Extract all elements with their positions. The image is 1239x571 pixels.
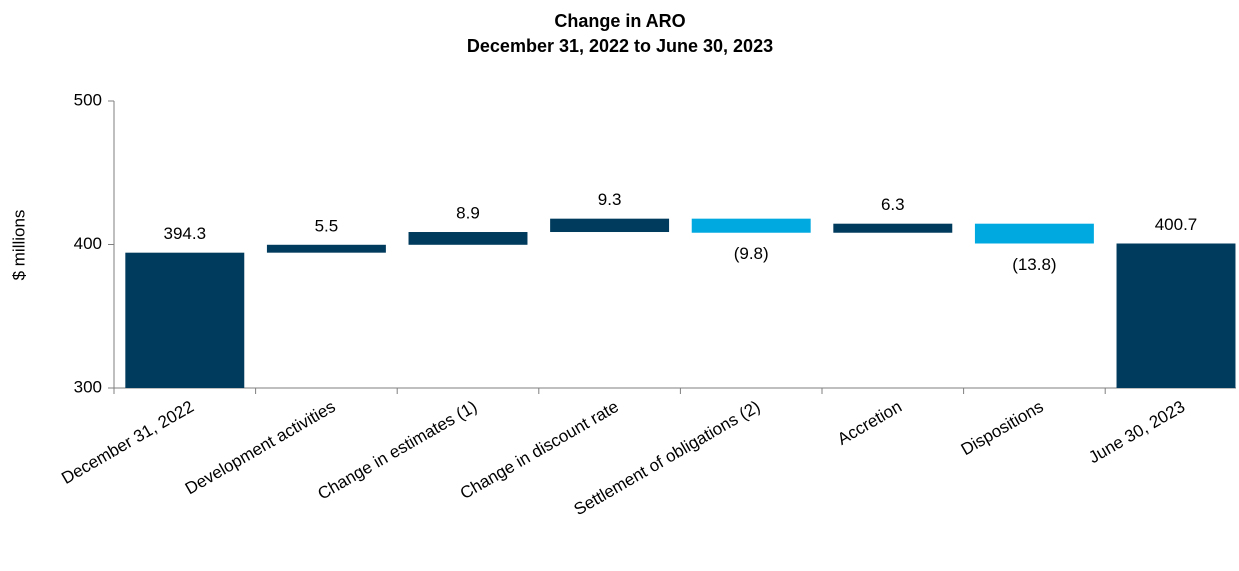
- value-label: 8.9: [456, 203, 480, 222]
- x-tick-label: Development activities: [182, 397, 339, 498]
- value-label: 6.3: [881, 195, 905, 214]
- y-tick-label: 500: [74, 90, 102, 109]
- bar: [125, 252, 245, 388]
- y-tick-label: 300: [74, 377, 102, 396]
- x-tick-label: Dispositions: [958, 397, 1047, 459]
- y-tick-label: 400: [74, 234, 102, 253]
- x-tick-label: Change in estimates (1): [314, 397, 480, 504]
- bar: [1116, 243, 1236, 388]
- bar: [408, 232, 528, 245]
- value-label: (13.8): [1012, 255, 1056, 274]
- value-label: 9.3: [598, 190, 622, 209]
- chart-subtitle: December 31, 2022 to June 30, 2023: [467, 36, 773, 56]
- y-axis-label: $ millions: [9, 210, 28, 281]
- bar: [974, 223, 1094, 244]
- chart-title: Change in ARO: [554, 11, 685, 31]
- bar: [833, 223, 953, 233]
- x-tick-label: Accretion: [834, 397, 905, 449]
- x-tick-label: December 31, 2022: [58, 397, 197, 488]
- bar: [550, 218, 670, 233]
- x-tick-label: June 30, 2023: [1085, 397, 1188, 467]
- value-label: 400.7: [1155, 215, 1198, 234]
- value-label: (9.8): [734, 244, 769, 263]
- value-label: 5.5: [315, 216, 339, 235]
- value-label: 394.3: [164, 224, 207, 243]
- bar: [691, 218, 811, 233]
- bar: [266, 244, 386, 253]
